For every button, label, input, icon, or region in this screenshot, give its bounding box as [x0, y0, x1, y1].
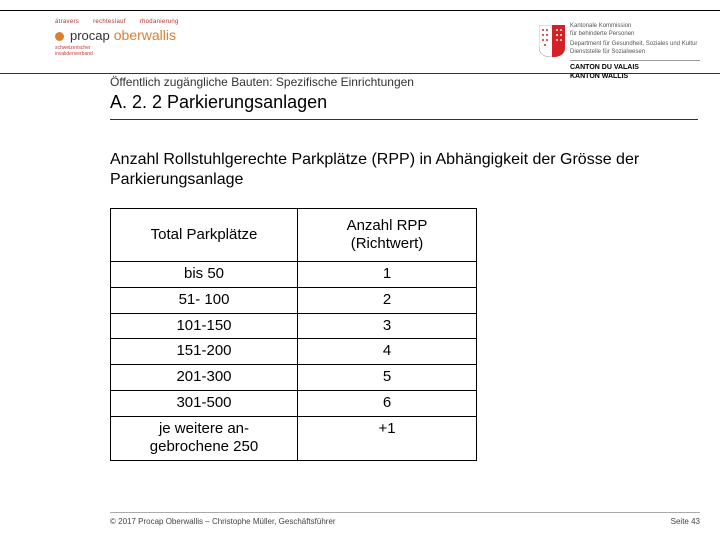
logo-top-row: átravers rechteslauf rhodanierung: [55, 19, 179, 25]
valais-shield-icon: [539, 25, 565, 62]
kanton-line: für behinderte Personen: [570, 31, 700, 39]
cell-range-line1: je weitere an-: [115, 420, 293, 439]
logo-top-item: rhodanierung: [140, 19, 179, 25]
cell-range-line2: gebrochene 250: [115, 438, 293, 457]
cell-count: 1: [298, 262, 477, 288]
cell-range: 151-200: [111, 339, 298, 365]
logo-procap-oberwallis: átravers rechteslauf rhodanierung procap…: [55, 19, 179, 57]
kanton-line: Department für Gesundheit, Soziales und …: [570, 41, 700, 49]
table-row: 151-200 4: [111, 339, 477, 365]
kanton-line: Kantonale Kommission: [570, 23, 700, 31]
logo-top-item: rechteslauf: [93, 19, 126, 25]
rpp-table: Total Parkplätze Anzahl RPP (Richtwert) …: [110, 208, 477, 461]
logo-sub-line: invalidenverband: [55, 51, 179, 57]
logo-subtitle: schweizerischer invalidenverband: [55, 45, 179, 57]
th-rpp-line1: Anzahl RPP: [302, 217, 472, 235]
table-row: bis 50 1: [111, 262, 477, 288]
kanton-text-block: Kantonale Kommission für behinderte Pers…: [570, 23, 700, 82]
footer-page-number: Seite 43: [671, 517, 700, 526]
cell-range: 101-150: [111, 313, 298, 339]
breadcrumb: Öffentlich zugängliche Bauten: Spezifisc…: [110, 75, 700, 89]
cell-range: 301-500: [111, 390, 298, 416]
section-title: A. 2. 2 Parkierungsanlagen: [110, 92, 698, 120]
content-body: Anzahl Rollstuhlgerechte Parkplätze (RPP…: [110, 150, 690, 461]
table-row: 101-150 3: [111, 313, 477, 339]
header: átravers rechteslauf rhodanierung procap…: [0, 11, 720, 74]
kanton-dept-text: Kantonale Kommission für behinderte Pers…: [570, 23, 700, 61]
cell-range: 201-300: [111, 365, 298, 391]
footer: © 2017 Procap Oberwallis – Christophe Mü…: [110, 512, 700, 526]
logo-word-procap: procap: [70, 28, 110, 43]
kanton-line: Dienststelle für Sozialwesen: [570, 49, 700, 57]
cell-count: 4: [298, 339, 477, 365]
subheader: Öffentlich zugängliche Bauten: Spezifisc…: [110, 75, 700, 120]
logo-word-oberwallis: oberwallis: [114, 27, 176, 43]
table-row: je weitere an- gebrochene 250 +1: [111, 416, 477, 461]
cell-count: 5: [298, 365, 477, 391]
logo-main: procap oberwallis: [55, 27, 179, 43]
footer-copyright: © 2017 Procap Oberwallis – Christophe Mü…: [110, 517, 336, 526]
table-row: 201-300 5: [111, 365, 477, 391]
table-row: 51- 100 2: [111, 287, 477, 313]
logo-top-item: átravers: [55, 19, 79, 25]
intro-text: Anzahl Rollstuhlgerechte Parkplätze (RPP…: [110, 150, 670, 190]
cell-count: 2: [298, 287, 477, 313]
kanton-name-fr: CANTON DU VALAIS: [570, 64, 700, 73]
cell-count: 6: [298, 390, 477, 416]
cell-range: 51- 100: [111, 287, 298, 313]
th-rpp-line2: (Richtwert): [302, 235, 472, 253]
table-row: 301-500 6: [111, 390, 477, 416]
th-rpp: Anzahl RPP (Richtwert): [298, 209, 477, 262]
table-header-row: Total Parkplätze Anzahl RPP (Richtwert): [111, 209, 477, 262]
cell-range: je weitere an- gebrochene 250: [111, 416, 298, 461]
cell-range: bis 50: [111, 262, 298, 288]
logo-bullet-icon: [55, 32, 64, 41]
cell-count: 3: [298, 313, 477, 339]
cell-count: +1: [298, 416, 477, 461]
th-total: Total Parkplätze: [111, 209, 298, 262]
